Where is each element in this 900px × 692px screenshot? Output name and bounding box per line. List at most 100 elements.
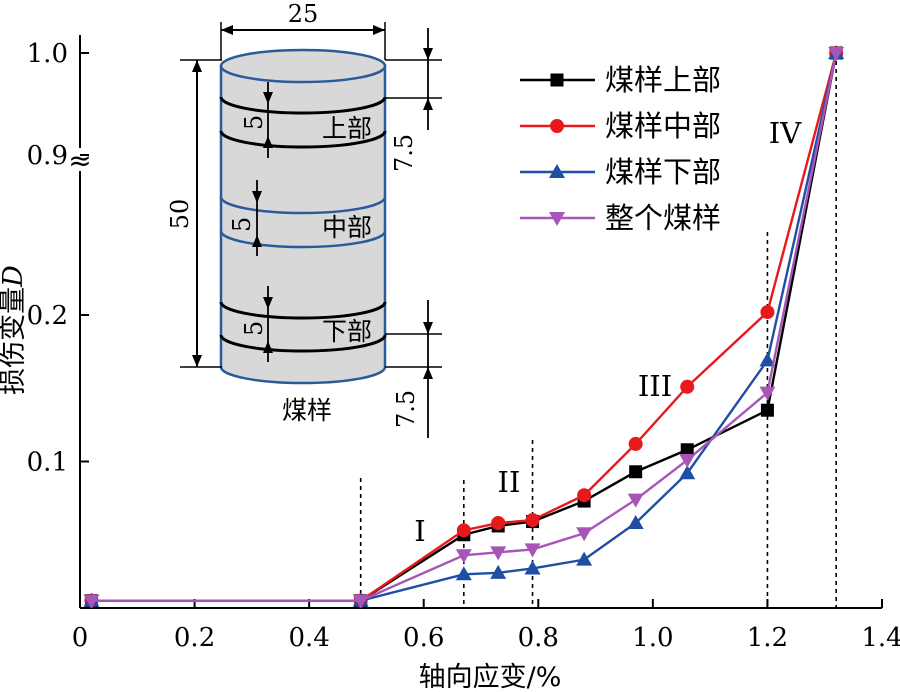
upper-section-label: 上部: [322, 114, 372, 143]
height-arrow-top: [192, 60, 202, 72]
diameter-arrow-left: [221, 25, 233, 35]
upper-section-arrow-a: [263, 92, 273, 104]
data-point-circle: [760, 305, 775, 320]
height-arrow-bottom: [192, 355, 202, 367]
x-tick-label: 1.2: [747, 623, 788, 653]
x-axis-title: 轴向应变/%: [419, 662, 562, 692]
data-point-triangle-up: [490, 564, 507, 579]
series-line: [91, 52, 838, 602]
bottom-offset-arrow-a: [423, 322, 433, 334]
data-point-triangle-down: [576, 527, 593, 542]
y-tick-label: 0.1: [27, 448, 68, 478]
data-point-triangle-down: [524, 543, 541, 558]
series-line: [91, 52, 838, 602]
legend-label: 煤样下部: [605, 155, 721, 189]
series-line: [91, 52, 838, 602]
data-point-triangle-down: [828, 47, 845, 61]
cylinder-top: [219, 48, 387, 84]
legend-label: 整个煤样: [605, 201, 721, 235]
x-tick-label: 0.6: [403, 623, 444, 653]
upper-section-height-label: 5: [240, 115, 268, 130]
top-offset-label: 7.5: [390, 134, 418, 172]
legend-label: 煤样中部: [605, 109, 721, 143]
middle-section-bottom-line: [219, 230, 387, 249]
data-point-triangle-down: [490, 546, 507, 561]
middle-section-arrow-b: [252, 235, 262, 247]
data-point-triangle-down: [549, 212, 565, 226]
x-tick-label: 0.2: [174, 623, 215, 653]
data-point-triangle-up: [576, 551, 593, 566]
middle-section-top-line: [219, 196, 387, 215]
y-axis-break-symbol: ≈: [68, 144, 91, 177]
upper-section-top-line: [219, 96, 387, 115]
data-point-triangle-up: [455, 566, 472, 581]
top-offset-arrow-a: [423, 48, 433, 60]
y-axis-title-text: 损伤变量: [0, 287, 29, 395]
legend-item: 煤样下部: [520, 155, 721, 189]
data-point-circle: [680, 379, 695, 394]
data-point-square: [629, 465, 643, 479]
y-axis-title: 损伤变量D: [0, 265, 29, 395]
series-4: [83, 47, 845, 609]
upper-section-arrow-b: [263, 136, 273, 148]
data-point-square: [680, 443, 694, 457]
y-axis-title-symbol: D: [0, 265, 29, 288]
data-point-triangle-up: [679, 465, 696, 480]
data-point-triangle-down: [679, 454, 696, 469]
specimen-caption: 煤样: [282, 396, 332, 425]
middle-section-label: 中部: [322, 213, 372, 242]
x-ticks: 0 0.2 0.4 0.6 0.8 1.0 1.2 1.4: [72, 599, 900, 653]
axes: ≈: [68, 35, 882, 609]
data-point-triangle-up: [759, 352, 776, 367]
legend-item: 整个煤样: [520, 201, 721, 235]
x-tick-label: 1.0: [632, 623, 673, 653]
data-point-circle: [628, 436, 643, 451]
diameter-label: 25: [288, 0, 319, 28]
legend-label: 煤样上部: [605, 63, 721, 97]
data-point-triangle-up: [627, 515, 644, 530]
series-layer: [83, 45, 845, 609]
lower-section-label: 下部: [322, 317, 372, 346]
data-point-circle: [456, 523, 471, 538]
data-point-triangle-down: [627, 493, 644, 508]
legend-item: 煤样上部: [520, 63, 721, 97]
stage-label-1: I: [414, 514, 425, 548]
data-point-triangle-down: [352, 594, 369, 609]
stage-label-2: II: [498, 465, 521, 499]
middle-section-arrow-a: [252, 191, 262, 203]
lower-section-top-line: [219, 301, 387, 320]
data-point-triangle-down: [455, 549, 472, 564]
series-2: [84, 46, 844, 608]
top-offset-arrow-b: [423, 98, 433, 110]
stage-label-4: IV: [769, 116, 802, 150]
lower-section-bottom-line: [219, 334, 387, 353]
data-point-triangle-up: [524, 560, 541, 575]
series-line: [91, 52, 838, 602]
data-point-circle: [577, 488, 592, 503]
data-point-triangle-down: [759, 386, 776, 401]
y-tick-label: 0.9: [27, 141, 68, 171]
upper-section-bottom-line: [219, 130, 387, 149]
bottom-offset-label: 7.5: [392, 390, 420, 428]
x-tick-label: 0.8: [518, 623, 559, 653]
data-point-circle: [491, 516, 506, 531]
middle-section-height-label: 5: [228, 217, 256, 232]
data-point-circle: [550, 119, 564, 133]
data-point-circle: [525, 513, 540, 528]
data-point-triangle-up: [549, 164, 565, 178]
stage-label-3: III: [638, 369, 672, 403]
stage-labels: I II III IV: [414, 116, 802, 548]
specimen-inset: 25 50 5 5 5 7.5 7.5: [166, 0, 442, 438]
height-label: 50: [166, 199, 194, 230]
data-point-square: [550, 73, 564, 87]
y-tick-label: 0.2: [27, 301, 68, 331]
x-tick-label: 0.4: [288, 623, 329, 653]
x-tick-label: 0: [72, 623, 89, 653]
x-tick-label: 1.4: [861, 623, 900, 653]
diameter-arrow-right: [373, 25, 385, 35]
y-tick-label: 1.0: [27, 39, 68, 69]
legend-item: 煤样中部: [520, 109, 721, 143]
bottom-offset-arrow-b: [423, 367, 433, 379]
